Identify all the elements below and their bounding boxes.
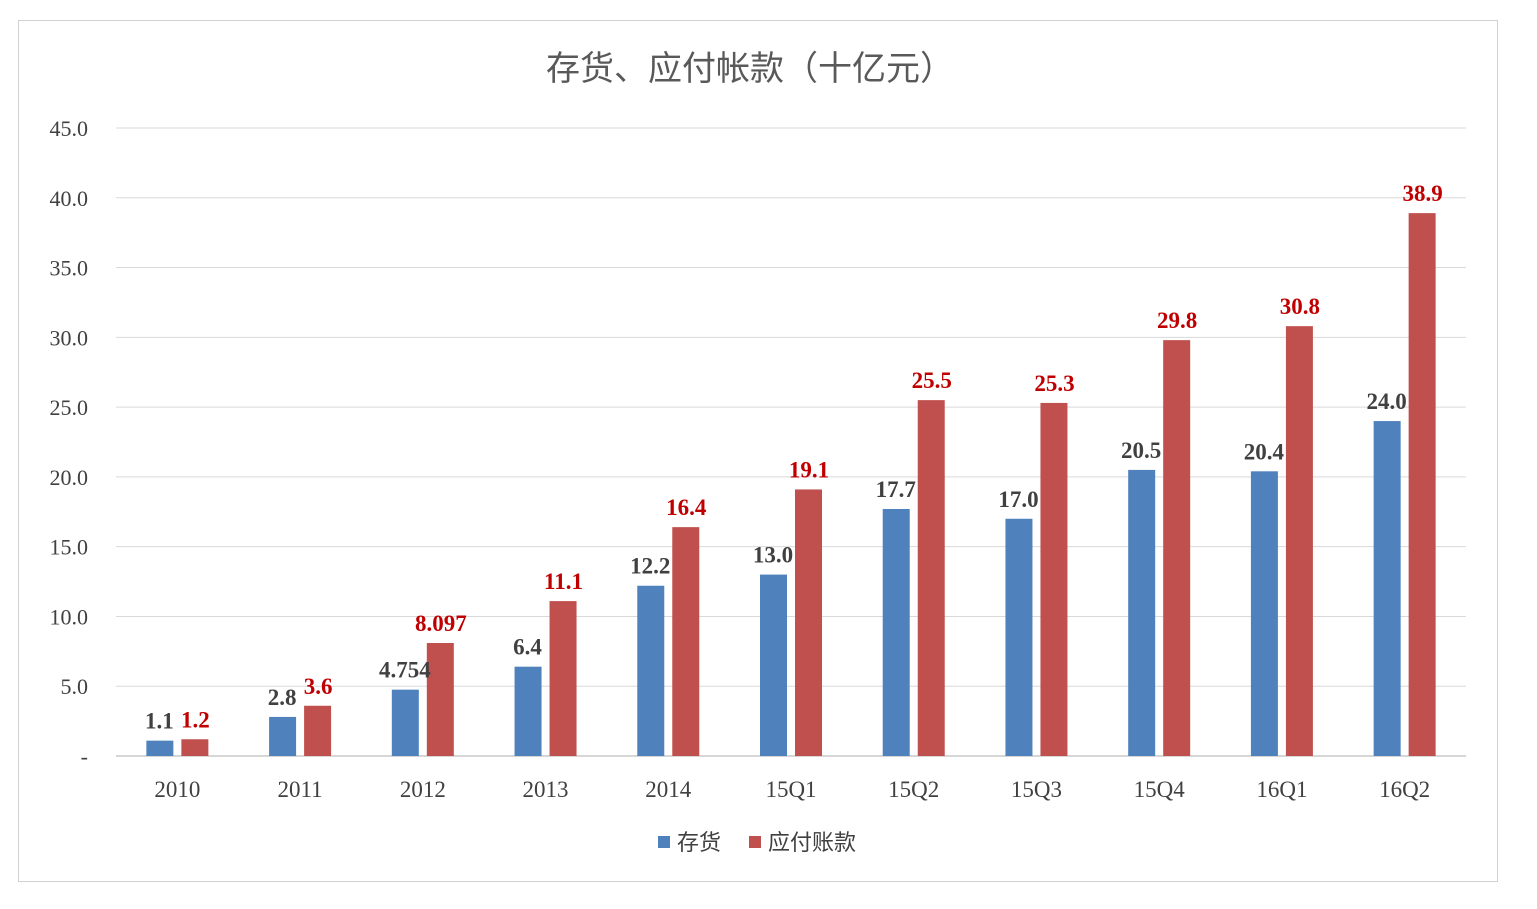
chart-title: 存货、应付帐款（十亿元）: [546, 49, 954, 89]
x-tick-label: 16Q1: [1256, 777, 1307, 802]
bar-inventory: [146, 740, 174, 756]
bar-inventory: [269, 716, 297, 756]
bar-inventory: [1250, 471, 1278, 756]
data-label-payables: 16.4: [666, 495, 707, 520]
bar-payables: [1285, 326, 1313, 756]
bar-payables: [426, 643, 454, 756]
x-tick-label: 15Q1: [765, 777, 816, 802]
bar-inventory: [637, 585, 665, 756]
legend-swatch-payables: [749, 836, 761, 848]
bar-payables: [549, 601, 577, 756]
data-label-inventory: 17.7: [876, 477, 916, 502]
data-label-payables: 25.3: [1034, 371, 1074, 396]
data-label-inventory: 2.8: [268, 685, 297, 710]
x-tick-label: 15Q4: [1134, 777, 1186, 802]
bar-inventory: [514, 666, 542, 756]
bar-payables: [181, 739, 209, 756]
bar-payables: [1163, 340, 1191, 756]
y-tick-label: 25.0: [50, 395, 89, 420]
bar-inventory: [1005, 518, 1033, 756]
bar-payables: [672, 527, 700, 756]
data-label-payables: 25.5: [912, 368, 952, 393]
y-tick-label: 40.0: [50, 186, 89, 211]
data-label-payables: 38.9: [1403, 181, 1443, 206]
data-label-payables: 30.8: [1280, 294, 1320, 319]
x-tick-label: 16Q2: [1379, 777, 1430, 802]
bar-payables: [795, 489, 822, 756]
data-label-inventory: 13.0: [753, 543, 793, 568]
bar-inventory: [760, 574, 787, 756]
data-label-inventory: 6.4: [513, 635, 542, 660]
x-tick-label: 2011: [278, 777, 323, 802]
data-label-payables: 19.1: [789, 457, 829, 482]
y-tick-label: 30.0: [50, 325, 89, 350]
x-tick-label: 2013: [523, 777, 569, 802]
y-tick-label: 20.0: [50, 465, 89, 490]
gridlines: [116, 127, 1466, 757]
y-tick-label: -: [81, 744, 88, 769]
x-tick-label: 2010: [154, 777, 200, 802]
legend-label-payables: 应付账款: [768, 831, 856, 856]
data-label-payables: 8.097: [415, 611, 467, 636]
data-label-payables: 11.1: [544, 569, 583, 594]
x-tick-label: 2012: [400, 777, 446, 802]
legend: 存货 应付账款: [658, 831, 856, 856]
bars: [146, 213, 1436, 756]
data-label-payables: 3.6: [304, 674, 333, 699]
legend-label-inventory: 存货: [677, 831, 721, 856]
bar-inventory: [1128, 469, 1156, 756]
data-label-inventory: 17.0: [998, 487, 1038, 512]
legend-swatch-inventory: [658, 836, 670, 848]
y-tick-label: 15.0: [50, 535, 89, 560]
x-tick-label: 15Q3: [1011, 777, 1062, 802]
bar-payables: [917, 400, 945, 756]
bar-inventory: [1373, 421, 1401, 756]
data-labels: 1.1 1.2 2.8 3.6 4.754 8.097 6.4 11.1 12.2 16.4 13.…: [145, 181, 1443, 734]
y-tick-label: 45.0: [50, 116, 89, 141]
data-label-inventory: 12.2: [630, 554, 670, 579]
data-label-inventory: 4.754: [379, 658, 431, 683]
data-label-inventory: 1.1: [145, 709, 174, 734]
data-label-payables: 29.8: [1157, 308, 1197, 333]
data-label-inventory: 20.5: [1121, 438, 1161, 463]
y-tick-label: 10.0: [50, 604, 89, 629]
bar-inventory: [391, 689, 419, 756]
bar-payables: [1040, 402, 1068, 756]
bar-payables: [1408, 213, 1436, 756]
y-axis: - 5.0 10.0 15.0 20.0 25.0 30.0 35.0 40.0 45.0: [50, 116, 89, 769]
data-label-payables: 1.2: [181, 707, 210, 732]
bar-inventory: [882, 508, 910, 756]
x-tick-label: 2014: [645, 777, 692, 802]
data-label-inventory: 24.0: [1367, 389, 1407, 414]
bar-payables: [304, 705, 332, 756]
x-axis: 2010 2011 2012 2013 2014 15Q1 15Q2 15Q3 15Q4 16Q1…: [154, 777, 1430, 802]
x-tick-label: 15Q2: [888, 777, 939, 802]
y-tick-label: 5.0: [61, 674, 89, 699]
y-tick-label: 35.0: [50, 256, 89, 281]
data-label-inventory: 20.4: [1244, 439, 1285, 464]
